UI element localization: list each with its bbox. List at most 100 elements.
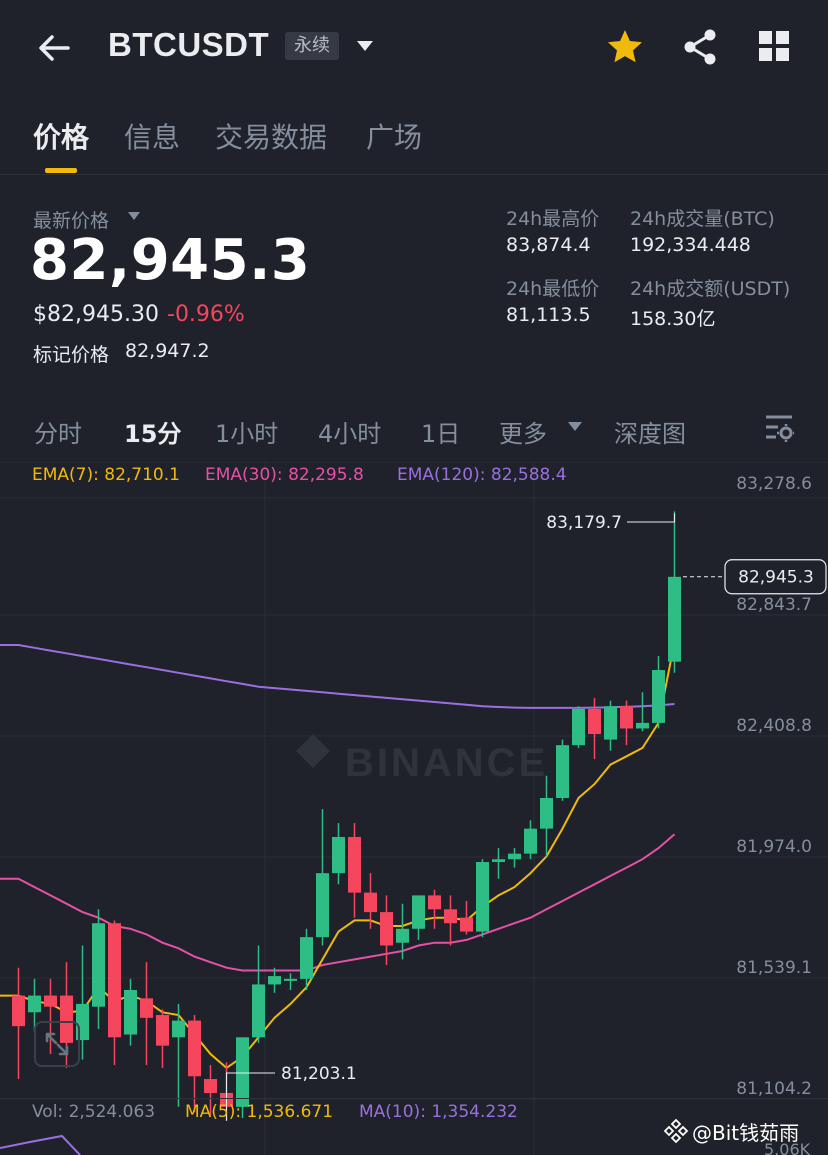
ema30-legend: EMA(30): 82,295.8 [205, 465, 364, 485]
candle-body [412, 895, 425, 929]
binance-logo-icon [663, 1118, 689, 1144]
candle-body [172, 1020, 185, 1038]
price-axis-label: 81,104.2 [736, 1079, 812, 1099]
candle-body [428, 895, 441, 910]
candle-body [444, 909, 457, 924]
symbol-title[interactable]: BTCUSDT [108, 26, 270, 63]
volume-ma5-legend: MA(5): 1,536.671 [185, 1102, 334, 1122]
volume-divider [0, 1098, 828, 1099]
fullscreen-button[interactable] [34, 1021, 80, 1067]
price-axis-label: 82,408.8 [736, 716, 812, 736]
watermark-username: @Bit钱茹雨 [692, 1121, 800, 1145]
candle-body [140, 998, 153, 1018]
interval-1h[interactable]: 1小时 [215, 420, 279, 448]
candle-body [652, 670, 665, 723]
interval-line[interactable]: 分时 [34, 420, 82, 448]
low-marker-line [226, 1072, 275, 1121]
high-24h-value: 83,874.4 [506, 234, 591, 256]
last-price-box [724, 559, 827, 595]
high-marker-label: 83,179.7 [546, 513, 622, 533]
mark-price: 82,947.2 [125, 340, 210, 362]
candle-body [636, 722, 649, 729]
interval-15m[interactable]: 15分 [124, 420, 182, 448]
more-caret-icon[interactable] [568, 422, 582, 432]
candle-body [348, 836, 361, 893]
tab-trading-data[interactable]: 交易数据 [215, 121, 328, 154]
volume-ma-line [0, 1134, 81, 1155]
candle-body [204, 1079, 217, 1093]
chart-settings-icon[interactable] [764, 414, 794, 442]
contract-type-badge: 永续 [285, 32, 339, 60]
candle-body [396, 928, 409, 943]
depth-chart-tab[interactable]: 深度图 [614, 420, 686, 448]
low-marker-label: 81,203.1 [281, 1064, 357, 1084]
grid-menu-icon[interactable] [758, 30, 790, 62]
candlestick-chart[interactable]: BINANCE 83,278.6 82,843.7 82,408.8 81,974.0 8… [0, 462, 828, 1155]
candle-body [124, 990, 137, 1035]
top-bar: BTCUSDT 永续 [0, 0, 828, 92]
last-price: 82,945.3 [30, 228, 311, 293]
tab-price[interactable]: 价格 [33, 121, 90, 154]
candle-body [508, 853, 521, 860]
candle-body [556, 745, 569, 799]
candle-body [460, 917, 473, 932]
price-axis-label: 83,278.6 [736, 474, 812, 494]
interval-1d[interactable]: 1日 [421, 420, 461, 448]
candle-body [28, 995, 41, 1013]
candle-body [380, 912, 393, 946]
high-24h-label: 24h最高价 [506, 208, 600, 230]
candle-body [188, 1020, 201, 1077]
chevron-down-icon[interactable] [356, 40, 374, 52]
volume-ma10-legend: MA(10): 1,354.232 [359, 1102, 518, 1122]
candle-body [604, 706, 617, 740]
candle-body [572, 708, 585, 746]
candle-body [588, 708, 601, 735]
candle-body [476, 862, 489, 932]
active-tab-indicator [45, 168, 77, 173]
low-24h-label: 24h最低价 [506, 278, 600, 300]
interval-more[interactable]: 更多 [499, 420, 547, 448]
binance-watermark: BINANCE [345, 741, 548, 785]
candle-body [332, 836, 345, 874]
candle-body [252, 984, 265, 1038]
volume-axis-label: 5.06K [764, 1140, 811, 1155]
price-axis-label: 81,539.1 [736, 958, 812, 978]
binance-watermark-logo [296, 734, 330, 768]
last-price-label[interactable]: 最新价格 [33, 210, 110, 232]
price-axis-label: 82,843.7 [736, 595, 812, 615]
mark-price-label: 标记价格 [33, 344, 110, 366]
caret-down-icon[interactable] [128, 212, 140, 221]
candle-body [316, 873, 329, 938]
ema120-legend: EMA(120): 82,588.4 [397, 465, 567, 485]
candle-body [156, 1015, 169, 1046]
share-icon[interactable] [682, 28, 718, 66]
candle-body [236, 1037, 249, 1107]
candle-body [492, 859, 505, 863]
favorite-star-icon[interactable] [606, 28, 644, 66]
candle-body [92, 923, 105, 1007]
candle-body [44, 995, 57, 1007]
divider [0, 174, 828, 175]
ema7-legend: EMA(7): 82,710.1 [32, 465, 180, 485]
candle-body [364, 892, 377, 913]
expand-icon [45, 1032, 69, 1056]
interval-4h[interactable]: 4小时 [318, 420, 382, 448]
volume-btc-value: 192,334.448 [630, 234, 751, 256]
low-24h-value: 81,113.5 [506, 304, 591, 326]
ema120-line [0, 644, 675, 709]
candle-body [284, 978, 297, 981]
tab-square[interactable]: 广场 [366, 121, 423, 154]
candle-body [60, 995, 73, 1043]
candle-body [668, 576, 681, 662]
price-change-percent: -0.96% [167, 302, 245, 327]
price-axis-label: 81,974.0 [736, 837, 812, 857]
candle-body [12, 995, 25, 1027]
candle-body [268, 976, 281, 985]
high-marker-line [627, 513, 675, 523]
tab-info[interactable]: 信息 [124, 121, 181, 154]
usd-price: $82,945.30 [33, 302, 159, 327]
candle-body [540, 798, 553, 829]
candle-body [524, 828, 537, 854]
back-arrow-icon[interactable] [34, 28, 74, 68]
volume-usdt-value: 158.30亿 [630, 308, 716, 330]
